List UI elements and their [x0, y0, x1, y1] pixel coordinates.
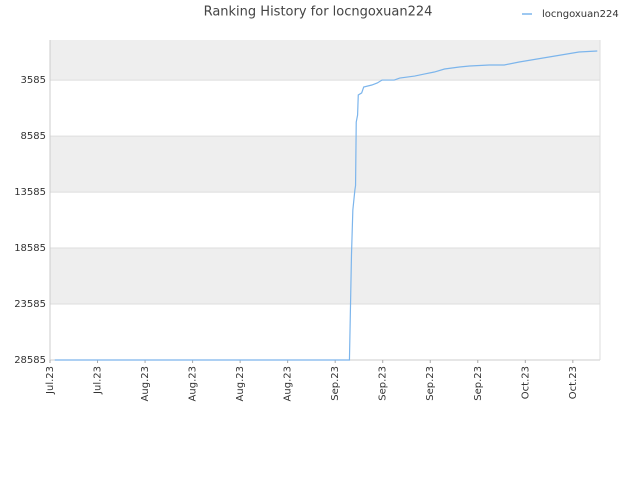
y-tick-label: 28585	[14, 355, 46, 366]
x-tick-label: Aug.23	[235, 366, 246, 401]
grid-band	[50, 304, 600, 360]
y-tick-label: 8585	[21, 131, 46, 142]
x-tick-label: Aug.23	[283, 366, 294, 401]
y-tick-label: 23585	[14, 299, 46, 310]
series-line	[54, 50, 598, 361]
x-tick-label: Sep.23	[425, 366, 436, 401]
x-tick-label: Sep.23	[378, 366, 389, 401]
x-tick-label: Jul.23	[93, 366, 104, 395]
x-tick-label: Oct.23	[520, 366, 531, 399]
grid-band	[50, 80, 600, 137]
chart-title: Ranking History for locngoxuan224	[204, 5, 433, 20]
grid-band	[50, 40, 600, 81]
x-tick-label: Oct.23	[568, 366, 579, 399]
grid-band	[50, 136, 600, 193]
y-tick-label: 13585	[14, 187, 46, 198]
legend-label: locngoxuan224	[542, 9, 619, 20]
x-tick-label: Sep.23	[330, 366, 341, 401]
x-tick-label: Jul.23	[45, 366, 56, 395]
x-tick-label: Aug.23	[188, 366, 199, 401]
x-tick-label: Aug.23	[140, 366, 151, 401]
y-tick-label: 18585	[14, 243, 46, 254]
grid-band	[50, 248, 600, 305]
y-tick-label: 3585	[21, 75, 46, 86]
grid-band	[50, 192, 600, 249]
x-tick-label: Sep.23	[473, 366, 484, 401]
